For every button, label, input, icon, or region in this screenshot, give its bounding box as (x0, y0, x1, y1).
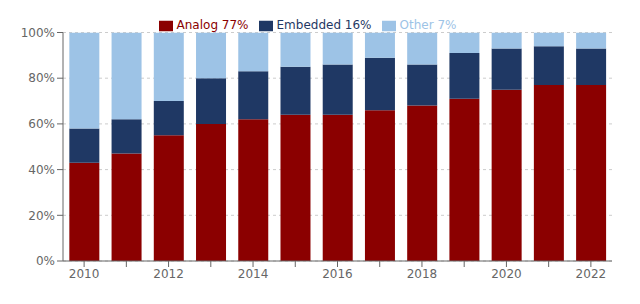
svg-text:2020: 2020 (491, 267, 522, 281)
html-text:Embedded 16%: Embedded 16% (276, 18, 372, 32)
svg-text:80%: 80% (28, 71, 55, 85)
svg-text:2010: 2010 (69, 267, 100, 281)
svg-text:2022: 2022 (576, 267, 607, 281)
svg-text:2014: 2014 (238, 267, 269, 281)
svg-text:0%: 0% (36, 254, 55, 268)
svg-text:100%: 100% (21, 26, 55, 40)
html-text:Analog 77%: Analog 77% (176, 18, 249, 32)
svg-text:20%: 20% (28, 209, 55, 223)
svg-text:2012: 2012 (153, 267, 184, 281)
svg-text:2016: 2016 (322, 267, 353, 281)
svg-text:40%: 40% (28, 163, 55, 177)
svg-text:2018: 2018 (407, 267, 438, 281)
svg-text:60%: 60% (28, 117, 55, 131)
html-text:Other 7%: Other 7% (399, 18, 457, 32)
